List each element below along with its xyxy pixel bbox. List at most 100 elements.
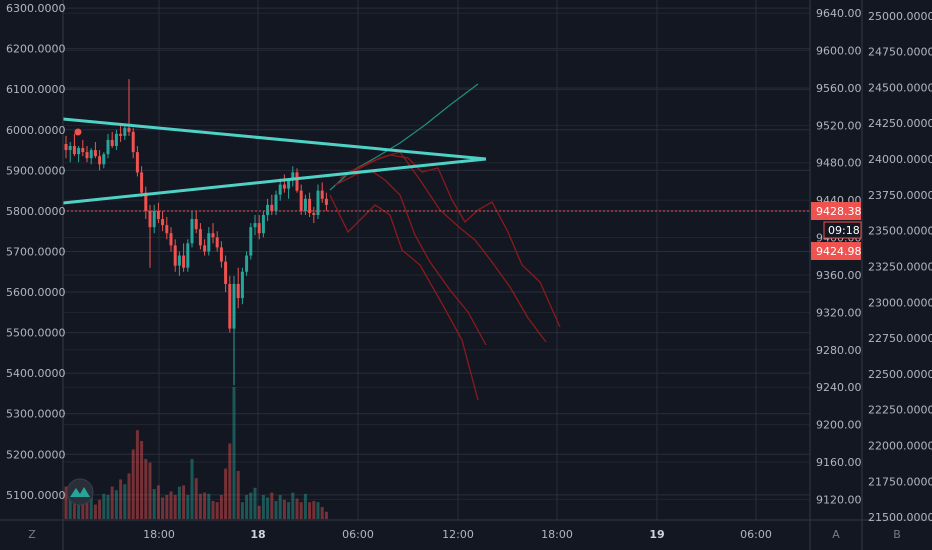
volume-bar [148, 462, 152, 519]
left-axis-tick-label: 5400.0000 [6, 367, 66, 380]
volume-bar [110, 486, 114, 519]
time-axis-label: 19 [649, 528, 664, 541]
volume-bar [232, 387, 236, 519]
volume-bar [85, 491, 89, 519]
candle-body [249, 227, 253, 256]
volume-bar [211, 501, 215, 519]
candle-body [236, 283, 240, 299]
volume-bar [81, 497, 85, 519]
volume-bar [98, 499, 102, 519]
volume-bar [274, 501, 278, 519]
candle-body [114, 133, 118, 147]
markers [66, 128, 94, 506]
candle-body [278, 184, 282, 195]
volume-bar [295, 498, 299, 519]
candle-body [228, 283, 232, 329]
volume-bar [135, 430, 139, 519]
candle-body [182, 255, 186, 268]
volume-bar [190, 459, 194, 519]
volume-bar [77, 492, 81, 519]
volume-bar [312, 501, 316, 519]
candle-body [140, 172, 144, 193]
forecast-paths [329, 83, 561, 401]
volume-bar [303, 493, 307, 519]
time-axis-label: 06:00 [342, 528, 374, 541]
candle-body [93, 150, 97, 157]
candle-body [219, 247, 223, 262]
volume-bar [228, 443, 232, 519]
upper-trendline[interactable] [62, 117, 487, 161]
candle-body [282, 184, 286, 189]
volume-bar [173, 495, 177, 519]
candle-body [203, 245, 207, 252]
volume-bar [224, 468, 228, 519]
candle-body [287, 180, 291, 189]
corner-label-middle: A [832, 528, 840, 541]
volume-bar [324, 511, 328, 519]
corner-label-right: B [893, 528, 901, 541]
right-axis-tick-label: 24250.0000 [868, 117, 932, 130]
right-axis-tick-label: 24500.0000 [868, 81, 932, 94]
volume-bar [64, 486, 68, 519]
volume-bar [152, 489, 156, 519]
event-marker-dot [74, 128, 82, 136]
time-axis-label: 12:00 [442, 528, 474, 541]
right-axis-tick-label: 22000.0000 [868, 440, 932, 453]
candle-body [127, 127, 131, 132]
candle-body [169, 233, 173, 246]
candle-body [270, 204, 274, 211]
candle-body [316, 190, 320, 215]
volume-bar [89, 496, 93, 519]
candle-body [303, 198, 307, 211]
volume-bar [291, 492, 295, 519]
candle-body [232, 283, 236, 329]
lower-trendline[interactable] [62, 157, 487, 205]
volume-bar [198, 493, 202, 519]
time-axis-label: 18 [250, 528, 265, 541]
volume-bar [270, 492, 274, 519]
volume-bar [165, 495, 169, 519]
volume-bar [282, 499, 286, 519]
right-axis-tick-label: 23000.0000 [868, 296, 932, 309]
volume-bar [266, 497, 270, 519]
triangle-trendlines[interactable] [62, 117, 487, 205]
middle-axis-tick-label: 9240.00 [816, 381, 862, 394]
volume-bar [127, 473, 131, 519]
right-axis-tick-label: 21750.0000 [868, 475, 932, 488]
price-tag-label: 9424.98 [816, 245, 862, 258]
candle-body [68, 146, 72, 151]
time-axis-label: 18:00 [541, 528, 573, 541]
middle-axis-tick-label: 9480.00 [816, 157, 862, 170]
price-tag [811, 242, 861, 261]
candle-body [148, 210, 152, 228]
volume-bar [93, 504, 97, 519]
volume-bar [249, 492, 253, 519]
middle-axis-tick-label: 9640.00 [816, 7, 862, 20]
middle-axis-tick-label: 9560.00 [816, 82, 862, 95]
left-axis-tick-label: 5600.0000 [6, 286, 66, 299]
candle-body [77, 148, 81, 155]
left-axis-tick-label: 5800.0000 [6, 205, 66, 218]
candle-body [123, 127, 127, 136]
right-axis-tick-label: 22750.0000 [868, 332, 932, 345]
left-axis-tick-label: 6200.0000 [6, 43, 66, 56]
candle-body [312, 212, 316, 215]
middle-axis-tick-label: 9120.00 [816, 493, 862, 506]
volume-bar [72, 495, 76, 519]
left-axis-tick-label: 5100.0000 [6, 489, 66, 502]
candle-body [165, 225, 169, 234]
logo-icon [66, 478, 94, 506]
right-axis-tick-label: 24750.0000 [868, 46, 932, 59]
candle-body [64, 143, 68, 151]
candle-body [177, 255, 181, 266]
candle-body [131, 131, 135, 153]
middle-axis-tick-label: 9360.00 [816, 269, 862, 282]
candle-body [198, 229, 202, 246]
right-axis-tick-label: 22500.0000 [868, 368, 932, 381]
volume-bar [182, 485, 186, 519]
corner-label-left: Z [28, 528, 36, 541]
candle-body [299, 190, 303, 211]
right-axis-tick-label: 25000.0000 [868, 10, 932, 23]
